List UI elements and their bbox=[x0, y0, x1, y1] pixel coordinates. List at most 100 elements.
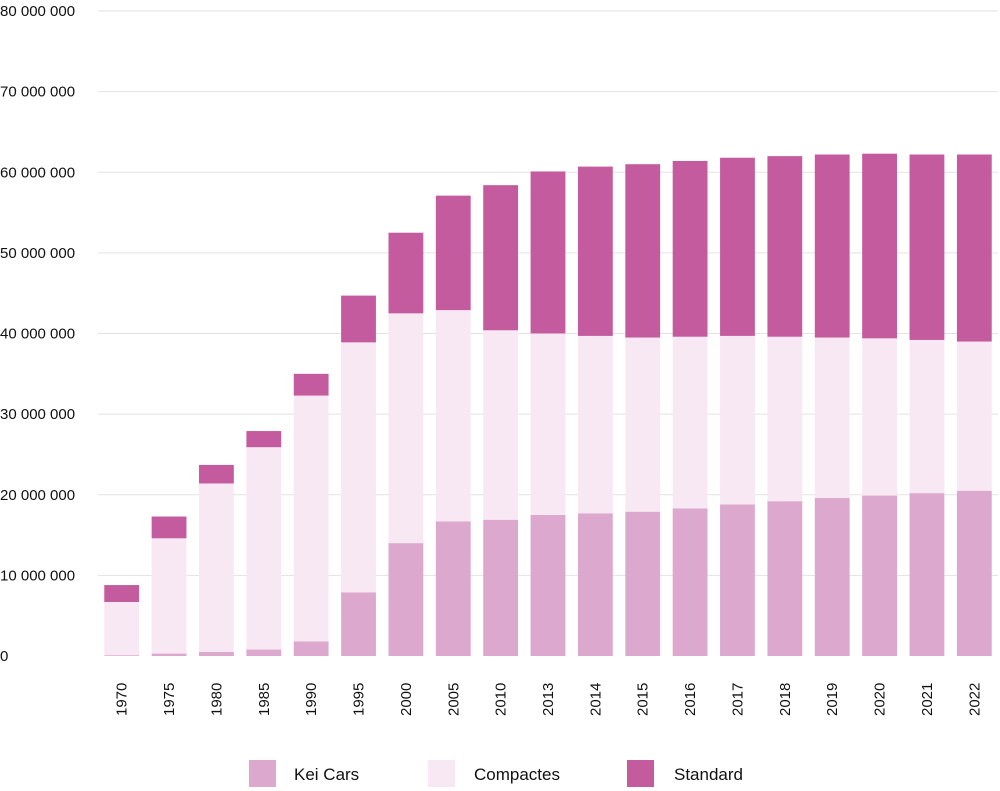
bar-kei-cars-2015 bbox=[625, 511, 661, 656]
x-tick-label: 1990 bbox=[303, 683, 320, 716]
bar-kei-cars-2016 bbox=[672, 508, 708, 656]
y-tick-label: 40 000 000 bbox=[0, 326, 75, 343]
y-tick-label: 60 000 000 bbox=[0, 164, 75, 181]
bar-stack-2010 bbox=[483, 185, 519, 656]
bar-stack-2015 bbox=[625, 164, 661, 656]
bar-standard-2000 bbox=[388, 232, 424, 314]
x-tick-label: 1985 bbox=[256, 683, 273, 716]
bar-standard-2015 bbox=[625, 164, 661, 338]
bar-kei-cars-2022 bbox=[956, 490, 992, 656]
bar-compactes-2014 bbox=[577, 335, 613, 514]
y-tick-label: 50 000 000 bbox=[0, 245, 75, 262]
bar-kei-cars-2013 bbox=[530, 514, 566, 656]
bar-kei-cars-1990 bbox=[293, 641, 329, 656]
y-tick-label: 80 000 000 bbox=[0, 3, 75, 20]
bar-compactes-2021 bbox=[909, 339, 945, 494]
bar-kei-cars-1980 bbox=[199, 651, 234, 656]
x-tick-label: 2015 bbox=[635, 683, 652, 716]
legend-item-compactes: Compactes bbox=[428, 760, 560, 787]
x-tick-label: 2018 bbox=[777, 683, 794, 716]
bar-standard-1970 bbox=[104, 585, 140, 602]
bar-kei-cars-2021 bbox=[909, 493, 945, 656]
bar-kei-cars-2017 bbox=[720, 504, 755, 656]
bar-compactes-1985 bbox=[246, 447, 282, 650]
bar-stack-2019 bbox=[814, 154, 850, 656]
bar-compactes-1975 bbox=[151, 538, 187, 654]
bar-standard-2022 bbox=[956, 154, 992, 342]
bar-compactes-2005 bbox=[435, 310, 471, 522]
bar-compactes-2015 bbox=[625, 337, 661, 512]
x-tick-label: 2005 bbox=[445, 683, 462, 716]
bar-stack-2013 bbox=[530, 171, 566, 656]
bar-kei-cars-1975 bbox=[151, 653, 187, 656]
bar-standard-2020 bbox=[862, 153, 897, 339]
bar-standard-2005 bbox=[435, 195, 471, 311]
bar-standard-1995 bbox=[341, 295, 376, 343]
bar-stack-2016 bbox=[672, 160, 708, 656]
bar-compactes-2018 bbox=[767, 336, 803, 502]
y-tick-label: 0 bbox=[0, 648, 8, 665]
x-tick-label: 2010 bbox=[493, 683, 510, 716]
bar-kei-cars-1970 bbox=[104, 655, 140, 656]
bar-kei-cars-2005 bbox=[435, 521, 471, 656]
x-tick-label: 1975 bbox=[161, 683, 178, 716]
y-tick-label: 10 000 000 bbox=[0, 567, 75, 584]
legend-swatch bbox=[428, 760, 455, 787]
bar-compactes-1970 bbox=[104, 601, 140, 656]
bar-compactes-2010 bbox=[483, 330, 519, 520]
bar-stack-2021 bbox=[909, 154, 945, 656]
x-tick-label: 1995 bbox=[351, 683, 368, 716]
legend-item-standard: Standard bbox=[627, 760, 743, 787]
bar-kei-cars-2000 bbox=[388, 543, 424, 656]
x-tick-label: 2013 bbox=[540, 683, 557, 716]
bar-standard-1985 bbox=[246, 431, 282, 448]
x-tick-label: 2020 bbox=[872, 683, 889, 716]
bar-stack-1985 bbox=[246, 431, 282, 656]
bar-kei-cars-1985 bbox=[246, 649, 282, 656]
bar-compactes-2017 bbox=[720, 335, 755, 505]
legend-item-kei-cars: Kei Cars bbox=[249, 760, 359, 787]
x-tick-label: 2017 bbox=[729, 683, 746, 716]
x-tick-label: 2016 bbox=[682, 683, 699, 716]
bar-kei-cars-2010 bbox=[483, 519, 519, 656]
y-axis-tick-labels: 0 10 000 000 20 000 000 30 000 000 40 000 00… bbox=[0, 3, 75, 665]
bar-compactes-2013 bbox=[530, 333, 566, 515]
bar-standard-2021 bbox=[909, 154, 945, 340]
x-tick-label: 1970 bbox=[114, 683, 131, 716]
bar-stack-2017 bbox=[720, 157, 755, 656]
bar-standard-2016 bbox=[672, 160, 708, 337]
legend-label: Compactes bbox=[474, 765, 560, 784]
legend-label: Kei Cars bbox=[294, 765, 359, 784]
bar-stack-1995 bbox=[341, 295, 376, 656]
bar-stack-1970 bbox=[104, 585, 140, 656]
bar-stack-1990 bbox=[293, 373, 329, 656]
bar-standard-2019 bbox=[814, 154, 850, 338]
bar-stack-2005 bbox=[435, 195, 471, 656]
y-tick-label: 20 000 000 bbox=[0, 487, 75, 504]
bar-compactes-2020 bbox=[862, 338, 897, 496]
bar-stack-1980 bbox=[199, 464, 234, 656]
bar-stack-2022 bbox=[956, 154, 992, 656]
x-tick-label: 2019 bbox=[824, 683, 841, 716]
y-tick-label: 30 000 000 bbox=[0, 406, 75, 423]
legend-label: Standard bbox=[674, 765, 743, 784]
bar-standard-2013 bbox=[530, 171, 566, 334]
legend-swatch bbox=[249, 760, 276, 787]
bar-kei-cars-2014 bbox=[577, 513, 613, 656]
bar-compactes-2022 bbox=[956, 341, 992, 491]
bar-kei-cars-2018 bbox=[767, 501, 803, 656]
bar-standard-2010 bbox=[483, 185, 519, 331]
legend: Kei Cars Compactes Standard bbox=[249, 760, 743, 787]
bar-stack-2018 bbox=[767, 156, 803, 656]
bar-standard-1990 bbox=[293, 373, 329, 396]
bar-compactes-1980 bbox=[199, 483, 234, 652]
bar-compactes-2016 bbox=[672, 336, 708, 509]
x-tick-label: 2014 bbox=[587, 683, 604, 716]
bar-standard-2018 bbox=[767, 156, 803, 337]
bar-compactes-2019 bbox=[814, 337, 850, 498]
bars bbox=[104, 153, 992, 656]
bar-standard-2014 bbox=[577, 166, 613, 336]
bar-kei-cars-2019 bbox=[814, 497, 850, 656]
bar-compactes-1995 bbox=[341, 342, 376, 593]
